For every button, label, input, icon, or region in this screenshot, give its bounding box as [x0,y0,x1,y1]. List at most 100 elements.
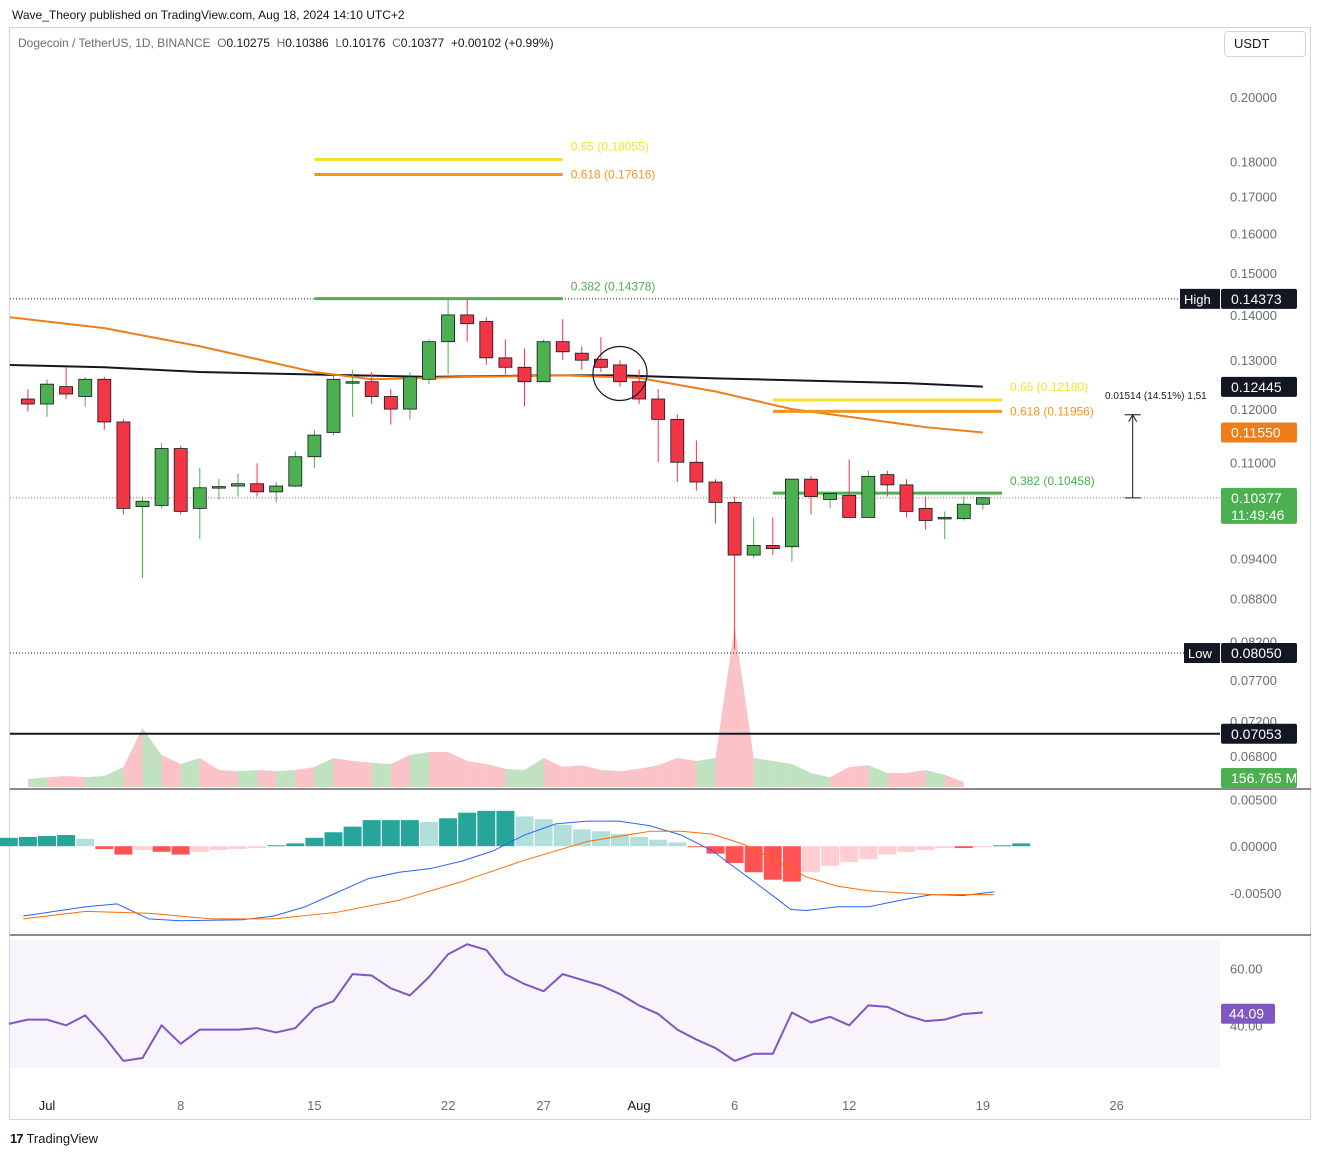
open-label: O [217,36,227,50]
low-label: L [335,36,343,50]
volume-area-segment [467,761,487,787]
signal-line [23,830,995,920]
volume-area-segment [161,755,181,787]
price-axis-tick: 0.20000 [1230,90,1277,105]
last-price-tag-text: 11:49:46 [1231,507,1285,523]
macd-histogram-bar [190,846,209,852]
volume-area-segment [85,776,105,787]
volume-area-segment [276,770,296,787]
measure-arrowhead [1128,413,1138,422]
candle-body [441,314,456,343]
support-price-tag-bg [1221,723,1297,744]
volume-area-segment [142,728,162,787]
volume-area-segment [753,758,773,787]
macd-histogram-bar [591,831,610,847]
volume-tag: 156.765 M [1221,768,1297,788]
macd-histogram-bar [993,845,1011,847]
time-axis-tick: 27 [536,1098,550,1113]
volume-area-segment [333,758,353,787]
macd-histogram-bar [878,846,897,855]
fib-level-label: 0.65 (0.12180) [1010,380,1088,394]
volume-area-segment [180,758,200,787]
candle-body [154,448,169,506]
price-axis-tick: 0.08800 [1230,592,1277,607]
macd-histogram-bar [18,836,37,847]
time-axis-tick: 22 [441,1098,455,1113]
macd-histogram-bar [229,846,247,849]
macd-histogram-bar [324,832,343,847]
ma-price-tag-bg [1221,422,1297,443]
candle-body [288,456,303,487]
macd-histogram-bar [420,822,438,847]
support-price-tag-text: 0.07053 [1231,726,1282,742]
low-price-tag-bg [1221,643,1297,664]
macd-histogram-bar [400,820,419,847]
price-axis-tick: 0.14000 [1230,308,1277,323]
price-axis-tick: 0.15000 [1230,266,1277,281]
high-tag-bg [1180,288,1220,309]
change-value: +0.00102 (+0.99%) [450,36,554,50]
time-axis-tick: Jul [39,1098,56,1113]
candle-body [383,396,398,410]
macd-histogram-bar [286,843,305,847]
symbol-info: Dogecoin / TetherUS, 1D, BINANCE O0.1027… [18,36,554,50]
ma-price-tag-text: 0.12445 [1231,379,1282,395]
macd-histogram-bar [973,846,992,848]
macd-histogram-bar [458,812,477,847]
time-axis-tick: Aug [628,1098,651,1113]
candle-body [345,381,360,384]
macd-line [23,820,995,922]
volume-area-segment [600,770,620,787]
candle-body [173,448,188,512]
volume-area-segment [791,764,811,787]
close-value: 0.10377 [400,36,445,50]
rsi-band [10,940,1220,1068]
time-axis-tick: 26 [1109,1098,1123,1113]
measure-label: 0.01514 (14.51%) 1,51 [1105,391,1207,402]
volume-area-segment [104,767,124,787]
macd-histogram-bar [630,836,649,847]
ma-price-tag: 0.12445 [1221,376,1297,397]
volume-area-segment [218,770,238,787]
volume-area-segment [849,765,869,787]
candle-body [670,418,685,463]
macd-histogram-bar [782,846,801,882]
candle-body [861,475,876,518]
close-label: C [392,36,401,50]
candle-body [765,545,780,550]
macd-histogram-bar [744,846,763,873]
macd-histogram-bar [553,824,572,847]
candle-body [211,486,226,489]
volume-area-segment [887,773,907,787]
rsi-value-tag: 44.09 [1229,1006,1264,1022]
candle-body [78,378,93,397]
low-value: 0.10176 [342,36,386,50]
candle-body [918,507,933,521]
volume-area-segment [199,758,219,787]
high-price-tag-text: 0.14373 [1231,291,1282,307]
volume-area-segment [524,758,544,787]
macd-histogram-bar [840,846,859,863]
macd-histogram-bar [76,838,95,847]
volume-area-segment [581,765,601,787]
candle-body [976,497,990,505]
volume-area-segment [677,758,697,787]
support-price-tag: 0.07053 [1221,723,1297,744]
candle-body [402,376,417,410]
tradingview-logo: 17 TradingView [10,1131,98,1146]
last-price-tag-text: 0.10377 [1231,490,1282,506]
ma-price-tag: 0.11550 [1221,422,1297,443]
low-tag-label: Low [1188,646,1212,661]
price-pane-group: 0.65 (0.18055) 0.618 (0.17616) 0.382 (0.14… [10,140,1220,787]
candle-body [536,341,551,383]
macd-histogram-bar [496,810,515,847]
macd-histogram-bar [343,826,362,847]
last-price-tag-bg [1221,487,1297,524]
tradingview-mark-icon: 17 [10,1131,24,1146]
volume-area-segment [47,776,67,787]
currency-button[interactable]: USDT [1224,31,1306,57]
fib-level-label: 0.382 (0.14378) [571,280,656,294]
candle-body [899,484,914,512]
high-price-tag: 0.14373 [1221,288,1297,309]
